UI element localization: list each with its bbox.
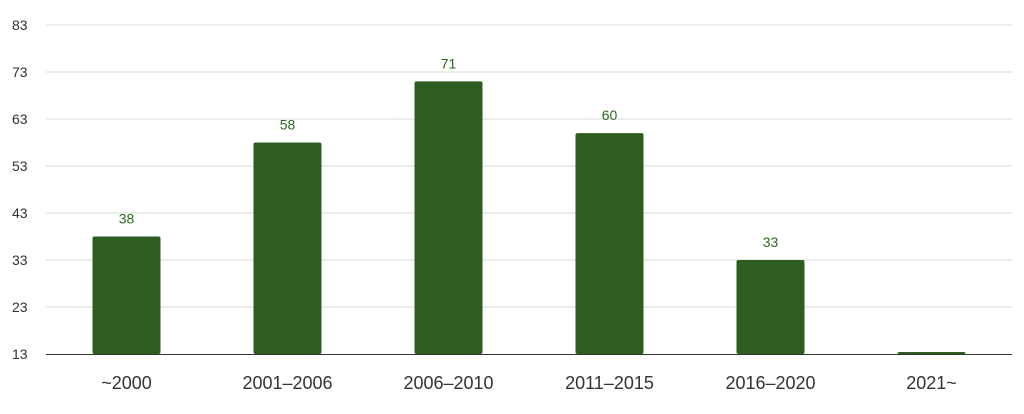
bar (575, 133, 644, 354)
bar (414, 81, 483, 355)
gridlines (46, 24, 1012, 308)
x-tick-label: 2021~ (906, 373, 957, 393)
x-tick-label: ~2000 (101, 373, 152, 393)
x-tick-label: 2016–2020 (725, 373, 815, 393)
y-tick-label: 63 (12, 111, 28, 127)
data-label: 60 (602, 107, 618, 123)
x-tick-label: 2001–2006 (242, 373, 332, 393)
bar (253, 142, 322, 354)
bar (92, 236, 161, 354)
y-tick-label: 23 (12, 299, 28, 315)
x-axis-ticks: ~2000 2001–2006 2006–2010 2011–2015 2016–202… (101, 373, 957, 393)
data-label: 33 (763, 234, 779, 250)
y-tick-label: 73 (12, 64, 28, 80)
bar (736, 260, 805, 354)
x-tick-label: 2006–2010 (403, 373, 493, 393)
y-tick-label: 13 (12, 346, 28, 362)
data-label: 38 (119, 211, 135, 227)
y-tick-label: 33 (12, 252, 28, 268)
y-axis-ticks: 13 23 33 43 53 63 73 83 (12, 17, 28, 362)
bars (92, 81, 966, 355)
y-tick-label: 53 (12, 158, 28, 174)
value-labels: 38 58 71 60 33 (119, 55, 779, 250)
data-label: 71 (441, 55, 457, 71)
x-tick-label: 2011–2015 (565, 373, 654, 393)
bar (897, 352, 966, 354)
y-tick-label: 43 (12, 205, 28, 221)
y-tick-label: 83 (12, 17, 28, 33)
data-label: 58 (280, 117, 296, 133)
